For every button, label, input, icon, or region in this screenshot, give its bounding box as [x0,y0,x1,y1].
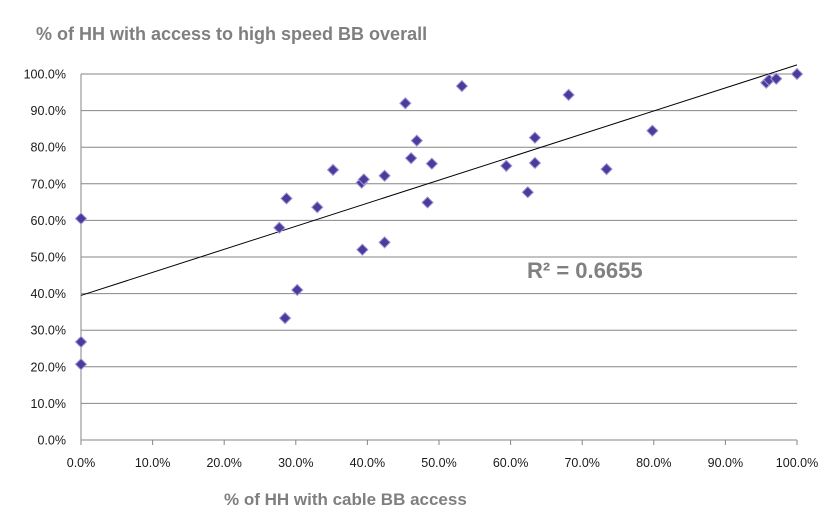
x-tick-label: 100.0% [776,456,818,470]
y-tick-label: 40.0% [31,287,66,301]
data-point [455,79,469,93]
data-point [528,156,542,170]
data-point [311,201,324,214]
y-tick-label: 80.0% [31,141,66,155]
x-axis-label: % of HH with cable BB access [224,490,467,509]
y-tick-label: 0.0% [38,434,67,448]
x-tick-label: 80.0% [636,456,671,470]
data-point [500,159,513,173]
data-point [404,151,418,165]
y-tick-label: 30.0% [31,324,66,338]
data-point [399,97,412,110]
data-point [291,283,304,297]
data-point [74,358,88,371]
data-point [521,186,534,199]
chart-title: % of HH with access to high speed BB ove… [36,24,427,44]
gridlines [80,73,797,441]
data-point [425,157,439,170]
x-tick-label: 0.0% [67,456,96,470]
data-point [410,134,424,147]
y-tick-label: 60.0% [31,214,66,228]
data-point [278,311,292,325]
data-point [528,131,542,144]
data-point [646,124,659,137]
x-tick-label: 60.0% [493,456,528,470]
data-point [357,173,371,186]
data-point [562,88,575,102]
x-tick-label: 50.0% [421,456,456,470]
r-squared-label: R² = 0.6655 [527,258,643,283]
data-point [378,236,391,249]
y-axis-ticks: 0.0% 10.0% 20.0% 30.0% 40.0% 50.0% 60.0% 70.0% 8… [24,68,66,448]
y-tick-label: 70.0% [31,177,66,191]
x-tick-label: 90.0% [708,456,743,470]
x-tick-label: 20.0% [206,456,241,470]
y-tick-label: 20.0% [31,360,66,374]
data-point [770,72,783,85]
x-tick-label: 10.0% [135,456,170,470]
trend-line [80,64,798,296]
y-tick-label: 50.0% [31,251,66,265]
x-tick-label: 70.0% [564,456,599,470]
y-tick-label: 90.0% [31,104,66,118]
data-point [600,162,613,176]
x-tick-label: 40.0% [350,456,385,470]
x-axis-ticks: 0.0% 10.0% 20.0% 30.0% 40.0% 50.0% 60.0% 70.0% 8… [67,440,818,470]
data-points [74,67,804,371]
data-point [74,212,88,225]
x-tick-label: 30.0% [278,456,313,470]
data-point [326,163,340,177]
y-tick-label: 10.0% [31,397,66,411]
data-point [273,221,286,234]
data-point [356,243,369,256]
data-point [378,169,391,182]
data-point [421,196,434,209]
y-tick-label: 100.0% [24,68,66,82]
data-point [790,67,804,81]
data-point [74,335,88,349]
data-point [280,192,293,205]
